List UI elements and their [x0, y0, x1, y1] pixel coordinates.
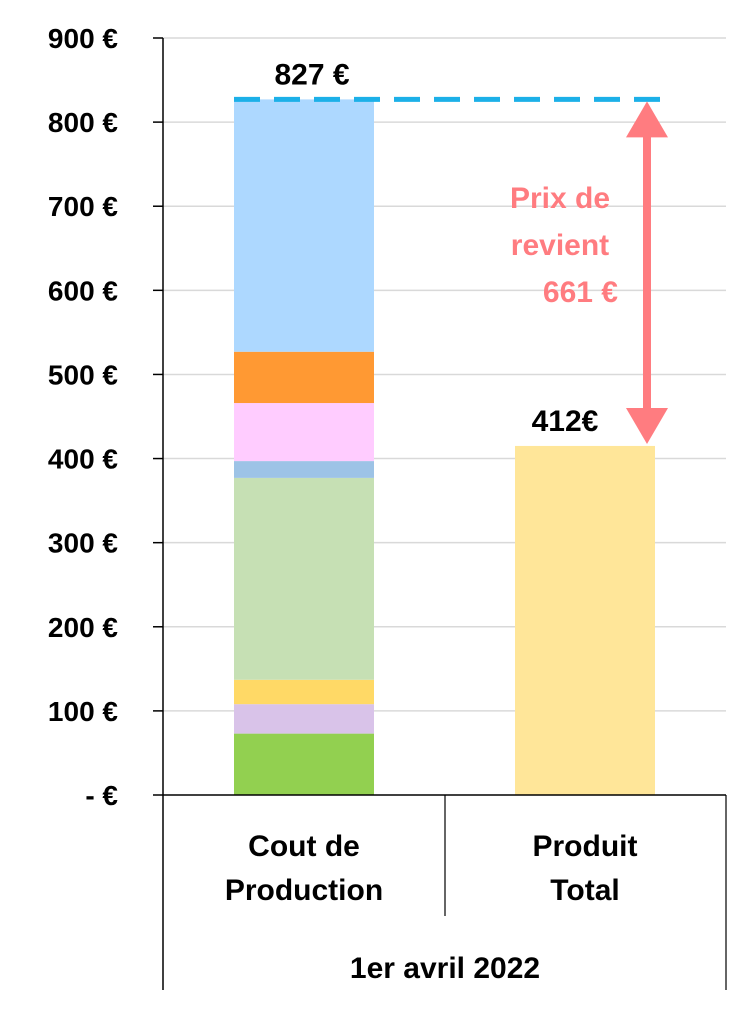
- y-tick-label: 500 €: [48, 359, 118, 390]
- arrow-head-up: [626, 101, 668, 138]
- category-label: Produit: [533, 830, 638, 863]
- category-label: Total: [550, 874, 619, 907]
- arrow-head-down: [626, 407, 668, 444]
- category-label: Cout de: [248, 830, 360, 863]
- axes: [153, 37, 727, 990]
- category-label: Production: [225, 874, 383, 907]
- annotation-text: Prix de: [510, 182, 610, 215]
- y-tick-label: 800 €: [48, 107, 118, 138]
- y-tick-label: 600 €: [48, 275, 118, 306]
- bar-segment: [234, 403, 374, 462]
- bar-segment: [234, 99, 374, 352]
- bar-segment: [234, 351, 374, 404]
- annotation-text: 661 €: [543, 276, 618, 309]
- bar-total-label: 412€: [532, 405, 599, 438]
- annotation-text: revient: [511, 229, 609, 262]
- annotation: Prix de revient 661 €: [234, 96, 668, 444]
- bar-segment: [234, 461, 374, 478]
- bar-segment: [234, 477, 374, 680]
- y-tick-label: 200 €: [48, 612, 118, 643]
- bar-segment: [234, 679, 374, 705]
- bar-segment: [515, 445, 655, 795]
- y-tick-label: 400 €: [48, 444, 118, 475]
- group-label: 1er avril 2022: [350, 952, 540, 985]
- y-tick-label: 900 €: [48, 23, 118, 54]
- bars: [234, 99, 655, 795]
- y-tick-label: 300 €: [48, 528, 118, 559]
- bar-segment: [234, 704, 374, 734]
- y-tick-label: 100 €: [48, 696, 118, 727]
- bar-total-label: 827 €: [274, 58, 349, 91]
- bar-segment: [234, 733, 374, 795]
- labels: - € 100 € 200 € 300 € 400 € 500 € 600 € 700 € 80…: [48, 23, 638, 985]
- y-tick-label: 700 €: [48, 191, 118, 222]
- y-tick-label: - €: [85, 780, 118, 811]
